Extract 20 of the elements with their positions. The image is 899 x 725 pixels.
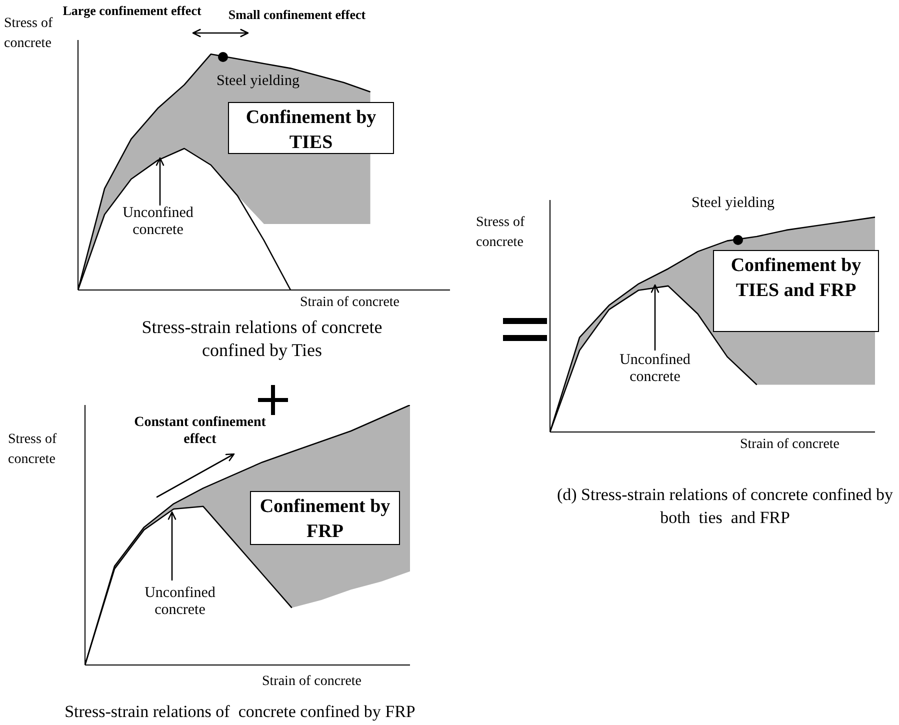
- y-axis-title: Stress of concrete: [4, 16, 53, 51]
- x-axis-title: Strain of concrete: [740, 437, 841, 453]
- text: Stress-strain relations of concrete confined by FRP: [64, 701, 416, 723]
- annotation: Confinement by FRP: [250, 491, 400, 545]
- x-axis-title: Strain of concrete: [300, 295, 401, 311]
- y-axis-title: Stress of concrete: [8, 431, 58, 469]
- annotation: Confinement by TIES: [228, 102, 394, 154]
- annotation: Constant confinement effect: [133, 414, 267, 448]
- text: (d) Stress-strain relations of concrete confined by both ties and FRP: [556, 484, 894, 529]
- x-axis-title: Strain of concrete: [262, 674, 363, 690]
- annotation: Confinement by TIES and FRP: [713, 250, 879, 332]
- text: Steel yielding: [690, 195, 776, 212]
- text: Large confinement effect: [62, 2, 202, 19]
- y-axis-title: Stress of concrete: [476, 214, 526, 252]
- annotation: Steel yielding: [216, 73, 300, 90]
- text: Stress-strain relations of concrete confined by Ties: [140, 316, 384, 362]
- text: Small confinement effect: [227, 6, 367, 23]
- annotation: Unconfined concrete: [122, 205, 194, 239]
- annotation: Unconfined concrete: [618, 352, 692, 386]
- annotation: Unconfined concrete: [144, 585, 216, 619]
